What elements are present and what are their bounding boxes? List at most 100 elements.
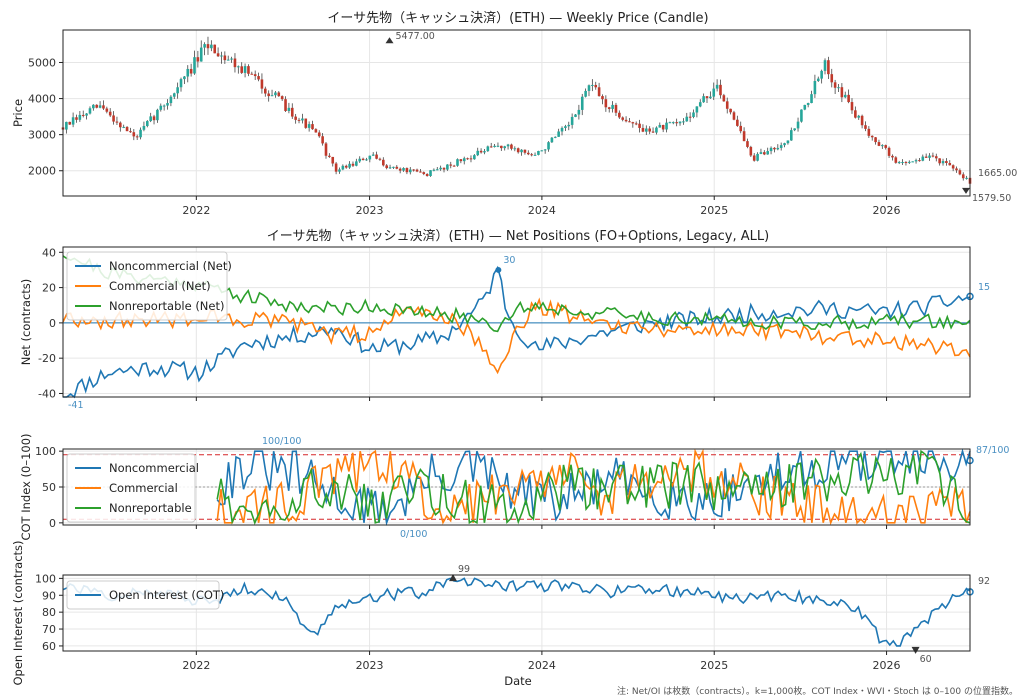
oi-plot: 60 70 80 90 100 2022 2023 2024 2025 2026 Open Inte…	[35, 564, 990, 672]
candle-body	[618, 112, 621, 118]
candle-body	[429, 170, 432, 177]
cot-ytick-label: 50	[42, 481, 56, 494]
candle-body	[965, 177, 968, 179]
candle-body	[567, 124, 571, 127]
candle-body	[739, 125, 743, 132]
oi-ytick-label: 90	[42, 589, 56, 602]
candle-body	[75, 117, 78, 120]
candle-body	[119, 122, 122, 128]
candle-body	[449, 164, 453, 166]
cot-series-noncommercial-line	[216, 448, 971, 526]
candle-body	[702, 96, 705, 103]
candle-body	[226, 59, 230, 61]
candle-body	[665, 122, 668, 130]
candle-body	[675, 122, 678, 124]
candle-body	[722, 95, 726, 102]
candle-body	[891, 155, 894, 158]
oi-xtick-label: 2023	[356, 659, 384, 672]
cot-last-annotation: 87/100	[976, 445, 1009, 456]
candle-body	[577, 109, 581, 115]
candle-body	[358, 158, 362, 162]
candle-body	[88, 108, 92, 114]
candle-body	[506, 144, 510, 147]
price-high-annotation: 5477.00	[396, 31, 435, 42]
candle-body	[486, 146, 490, 152]
candle-body	[830, 74, 834, 83]
price-ytick-label: 4000	[28, 93, 56, 106]
oi-xtick-label: 2024	[528, 659, 556, 672]
candle-body	[439, 167, 442, 170]
candle-body	[698, 102, 702, 107]
candle-body	[284, 99, 287, 111]
candle-body	[813, 80, 817, 95]
candle-body	[783, 143, 786, 146]
candle-body	[78, 114, 82, 120]
candle-body	[408, 169, 412, 173]
candle-body	[763, 152, 766, 155]
candle-body	[395, 166, 399, 169]
candle-body	[513, 148, 517, 150]
candle-body	[725, 101, 729, 109]
price-low-marker	[962, 187, 970, 194]
candle-body	[172, 93, 176, 97]
net-ytick-label: -40	[38, 387, 56, 400]
candle-body	[145, 121, 149, 126]
candle-body	[351, 163, 355, 166]
candle-body	[904, 162, 908, 164]
candle-body	[867, 128, 871, 136]
candle-body	[223, 55, 227, 61]
candle-body	[189, 68, 193, 74]
candle-body	[924, 156, 928, 158]
candle-body	[860, 115, 864, 126]
net-ytick-label: 0	[49, 317, 56, 330]
candle-body	[341, 165, 345, 170]
candle-body	[462, 158, 466, 162]
candle-body	[827, 60, 830, 75]
candle-body	[793, 128, 796, 131]
candle-body	[314, 129, 318, 133]
candle-body	[98, 105, 102, 108]
candle-body	[533, 154, 537, 156]
candle-body	[95, 104, 99, 108]
candle-body	[304, 118, 308, 128]
candle-body	[914, 160, 918, 162]
candle-body	[884, 145, 888, 148]
candle-body	[692, 112, 695, 117]
candle-body	[355, 161, 358, 166]
candle-body	[695, 106, 699, 113]
candle-body	[921, 156, 925, 161]
candle-body	[405, 168, 409, 173]
candle-body	[655, 127, 658, 133]
candle-body	[220, 55, 223, 57]
price-last-annotation: 1665.00	[978, 168, 1017, 179]
candle-body	[479, 150, 483, 153]
cot-series-commercial-line	[216, 448, 971, 526]
cot-legend-box	[66, 453, 196, 523]
candle-body	[641, 127, 645, 132]
candle-body	[611, 104, 614, 109]
cot-legend-label: Commercial	[109, 481, 178, 495]
candle-body	[843, 94, 847, 98]
candle-body	[527, 152, 530, 155]
candle-body	[574, 114, 577, 117]
candle-body	[196, 57, 200, 62]
candle-body	[483, 151, 486, 153]
candle-body	[459, 159, 463, 162]
candle-body	[402, 168, 405, 171]
candle-body	[493, 145, 496, 148]
candle-body	[766, 151, 769, 155]
candle-body	[388, 167, 392, 169]
candle-body	[466, 158, 469, 160]
candle-body	[139, 129, 142, 138]
candle-body	[257, 76, 260, 80]
candle-body	[81, 114, 85, 116]
candle-body	[287, 107, 291, 111]
candle-body	[264, 88, 267, 94]
candle-body	[742, 131, 746, 142]
candle-body	[941, 161, 945, 164]
candle-body	[412, 169, 415, 171]
candle-body	[628, 121, 631, 123]
candle-body	[820, 70, 823, 79]
candle-body	[682, 121, 685, 123]
